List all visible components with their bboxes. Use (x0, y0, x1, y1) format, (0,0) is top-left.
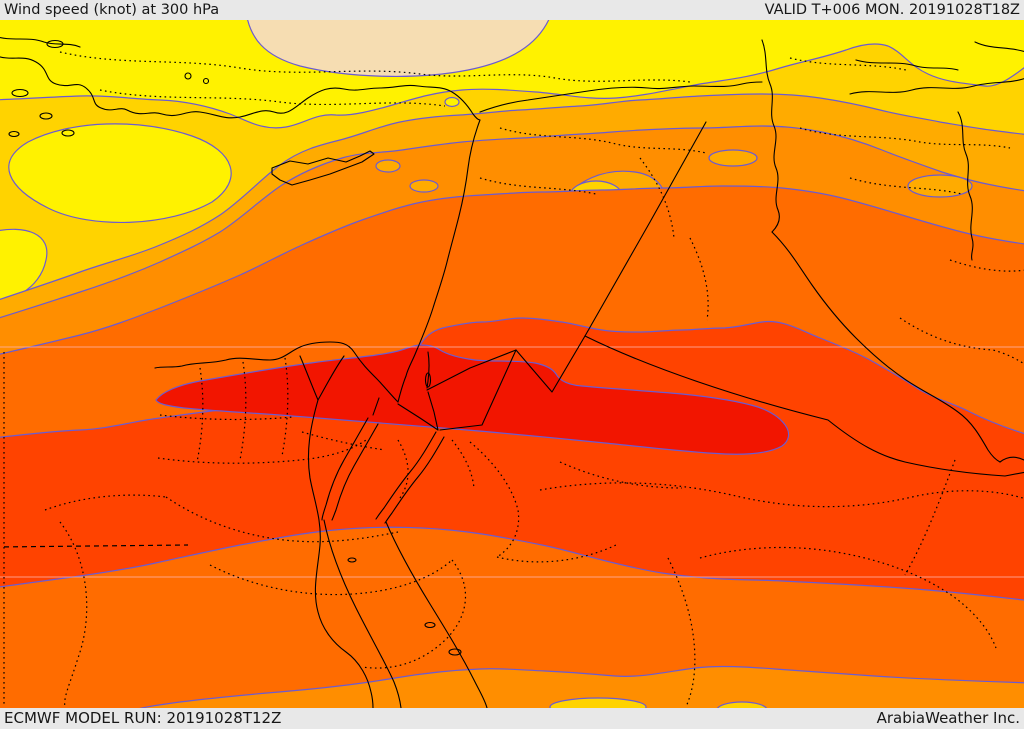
admin-boundary (196, 367, 204, 463)
graticule-lines (0, 346, 1024, 578)
admin-boundary (479, 177, 597, 195)
border-syria-jordan (426, 349, 517, 391)
admin-boundary (799, 127, 1011, 149)
island-aegean-1 (11, 88, 29, 98)
border-caucasus-1 (849, 78, 1024, 95)
gulf-of-aqaba-west-shore (375, 431, 437, 520)
patch-yellow-aegean (8, 123, 232, 224)
border-caspian-edge (974, 41, 1024, 53)
country-borders (0, 36, 1024, 708)
gulf-of-aqaba-east-shore (384, 436, 445, 524)
nile-delta-branch-east (317, 355, 345, 401)
patch-gold-bottom-2 (717, 701, 767, 708)
admin-boundary (899, 317, 1024, 365)
admin-boundary (539, 482, 1024, 508)
border-caucasus-2 (855, 59, 959, 71)
island-cyprus (271, 150, 375, 186)
page-title: Wind speed (knot) at 300 hPa (4, 2, 220, 18)
band-cream-minimum (247, 20, 550, 78)
border-iran-interior (957, 111, 974, 261)
suez-canal (372, 397, 380, 416)
island-aegean-4 (61, 129, 75, 137)
nile-river (307, 399, 374, 708)
admin-boundary (59, 521, 88, 708)
admin-boundary (99, 89, 446, 107)
band-yellow-top (0, 20, 1024, 129)
island-aegean-2 (39, 112, 53, 120)
admin-boundary (397, 439, 409, 499)
border-jordan-valley (426, 351, 430, 389)
coastline-turkey-aegean-south (0, 56, 481, 121)
admin-boundary (469, 441, 520, 558)
red-sea-island-2 (424, 621, 436, 629)
patch-amber-oval-2 (409, 179, 439, 193)
island-aegean-3 (8, 130, 20, 138)
island-marmara (46, 39, 64, 49)
credit-label: ArabiaWeather Inc. (876, 709, 1020, 727)
lake-turkey-1 (184, 72, 192, 80)
patch-yellow-small (444, 96, 460, 108)
red-sea-island-1 (347, 557, 357, 563)
red-sea-east-shore (385, 521, 488, 708)
border-turkey-iraq-iran (761, 39, 780, 233)
gulf-of-suez-west-shore (321, 417, 369, 521)
valid-time-label: VALID T+006 MON. 20191028T18Z (764, 2, 1020, 18)
band-orange-south (139, 665, 1024, 708)
admin-boundary (59, 51, 691, 83)
map-area (0, 20, 1024, 708)
title-bar: Wind speed (knot) at 300 hPa VALID T+006… (0, 0, 1024, 20)
nile-delta-branch-west (299, 355, 319, 401)
border-iran-iraq (771, 231, 1001, 463)
patch-amber-oval-4 (708, 149, 758, 167)
patch-gold-bottom-1 (549, 697, 647, 708)
admin-boundary (157, 439, 367, 464)
border-iraq-saudi (584, 335, 1024, 477)
red-sea-west-shore (323, 519, 402, 708)
dead-sea (424, 372, 432, 388)
footer-bar: ECMWF MODEL RUN: 20191028T12Z ArabiaWeat… (0, 708, 1024, 729)
wind-speed-map (0, 20, 1024, 708)
border-balkans (0, 36, 81, 48)
admin-boundary (165, 496, 399, 543)
border-turkey-syria (479, 81, 763, 113)
border-israel-jordan-south (427, 391, 439, 431)
gulf-of-suez-east-shore (331, 423, 379, 521)
admin-boundary (559, 461, 683, 489)
band-deep-orange-south (0, 526, 1024, 708)
border-syria-iraq (584, 121, 707, 337)
border-kuwait (999, 456, 1024, 463)
patch-amber-oval-1 (375, 159, 401, 173)
border-egypt-israel (397, 403, 439, 431)
jet-core-red-maximum (155, 344, 790, 455)
patch-amber-oval-3 (907, 174, 973, 198)
coastline-levant (397, 119, 481, 403)
admin-boundary (949, 259, 1024, 272)
admin-boundary (667, 557, 696, 708)
lake-turkey-2 (202, 77, 210, 85)
red-sea-island-3 (448, 648, 462, 656)
border-jordan-saudi (439, 335, 586, 431)
coastline-egypt-delta (154, 341, 399, 403)
wind-speed-fill-layer (0, 20, 1024, 708)
model-run-label: ECMWF MODEL RUN: 20191028T12Z (4, 709, 282, 727)
